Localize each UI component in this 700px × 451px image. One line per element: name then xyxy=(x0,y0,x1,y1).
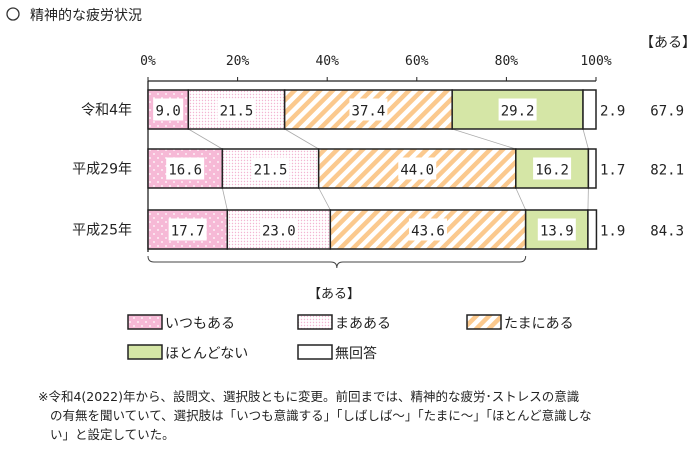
legend-label: たまにある xyxy=(504,316,574,332)
data-label-bg xyxy=(168,218,207,241)
bar-segment xyxy=(587,209,598,250)
data-label-no-answer: 1.7 xyxy=(600,163,625,179)
data-label: 21.5 xyxy=(254,163,288,179)
aru-total: 84.3 xyxy=(650,224,684,240)
footnote-line-3: い」と設定していた。 xyxy=(50,427,175,442)
category-label: 平成25年 xyxy=(72,223,132,239)
data-label-no-answer: 1.9 xyxy=(600,224,625,240)
legend-label: いつもある xyxy=(165,316,235,332)
legend-label: 無回答 xyxy=(335,345,377,362)
data-label: 21.5 xyxy=(220,104,254,120)
data-label-bg xyxy=(166,157,205,180)
bar-segment xyxy=(582,89,597,130)
data-label: 23.0 xyxy=(262,224,296,240)
data-label: 13.9 xyxy=(540,224,574,240)
data-label-bg xyxy=(251,157,290,180)
aru-header: 【ある】 xyxy=(640,35,696,51)
x-tick-label: 60% xyxy=(405,54,429,69)
x-tick-label: 80% xyxy=(495,54,519,69)
connector-line xyxy=(515,187,527,211)
legend-label: ほとんどない xyxy=(165,346,248,362)
category-label: 令和4年 xyxy=(81,103,132,119)
x-tick-label: 40% xyxy=(315,54,339,69)
data-label-bg xyxy=(398,157,437,180)
data-label: 37.4 xyxy=(352,104,386,120)
data-label: 43.6 xyxy=(411,224,445,240)
data-label-bg xyxy=(533,157,572,180)
x-tick-label: 20% xyxy=(226,54,250,69)
data-label: 29.2 xyxy=(501,104,535,120)
footnote-line-1: ※令和4(2022)年から、設問文、選択肢ともに変更。前回までは、精神的な疲労･… xyxy=(38,389,579,404)
x-tick-label: 100% xyxy=(580,54,611,69)
data-label-bg xyxy=(498,98,537,121)
connector-line xyxy=(452,128,516,150)
data-label-bg xyxy=(349,98,388,121)
legend-swatch xyxy=(466,314,502,330)
data-label: 9.0 xyxy=(156,104,181,120)
legend-label: まあある xyxy=(335,316,391,332)
legend-swatch xyxy=(297,344,333,360)
footnote-line-2: の有無を聞いていて、選択肢は「いつも意識する」「しばしば～」「たまに～」「ほとん… xyxy=(50,408,592,423)
data-label-bg xyxy=(217,98,256,121)
brace-label: 【ある】 xyxy=(308,287,360,302)
data-label-bg xyxy=(537,218,576,241)
data-label-no-answer: 2.9 xyxy=(600,104,625,120)
data-label-bg xyxy=(409,218,447,241)
legend-swatch xyxy=(127,344,163,360)
chart-title: 精神的な疲労状況 xyxy=(30,7,142,24)
connector-line xyxy=(188,128,223,150)
circle-outline-icon xyxy=(6,7,20,21)
data-label-bg xyxy=(259,218,298,241)
aru-total: 67.9 xyxy=(650,104,684,120)
x-tick-label: 0% xyxy=(140,54,156,69)
connector-line xyxy=(284,128,319,150)
aru-total: 82.1 xyxy=(650,163,684,179)
data-label: 16.6 xyxy=(168,163,202,179)
connector-line xyxy=(318,187,331,211)
data-label-bg xyxy=(153,98,184,121)
legend-swatch xyxy=(297,314,333,330)
legend-swatch xyxy=(127,314,163,330)
category-label: 平成29年 xyxy=(72,162,132,178)
data-label: 16.2 xyxy=(535,163,569,179)
connector-line xyxy=(582,128,589,150)
aru-brace xyxy=(147,255,527,269)
data-label: 17.7 xyxy=(171,224,205,240)
bar-segment xyxy=(587,148,597,189)
connector-line xyxy=(221,187,228,211)
data-label: 44.0 xyxy=(400,163,434,179)
